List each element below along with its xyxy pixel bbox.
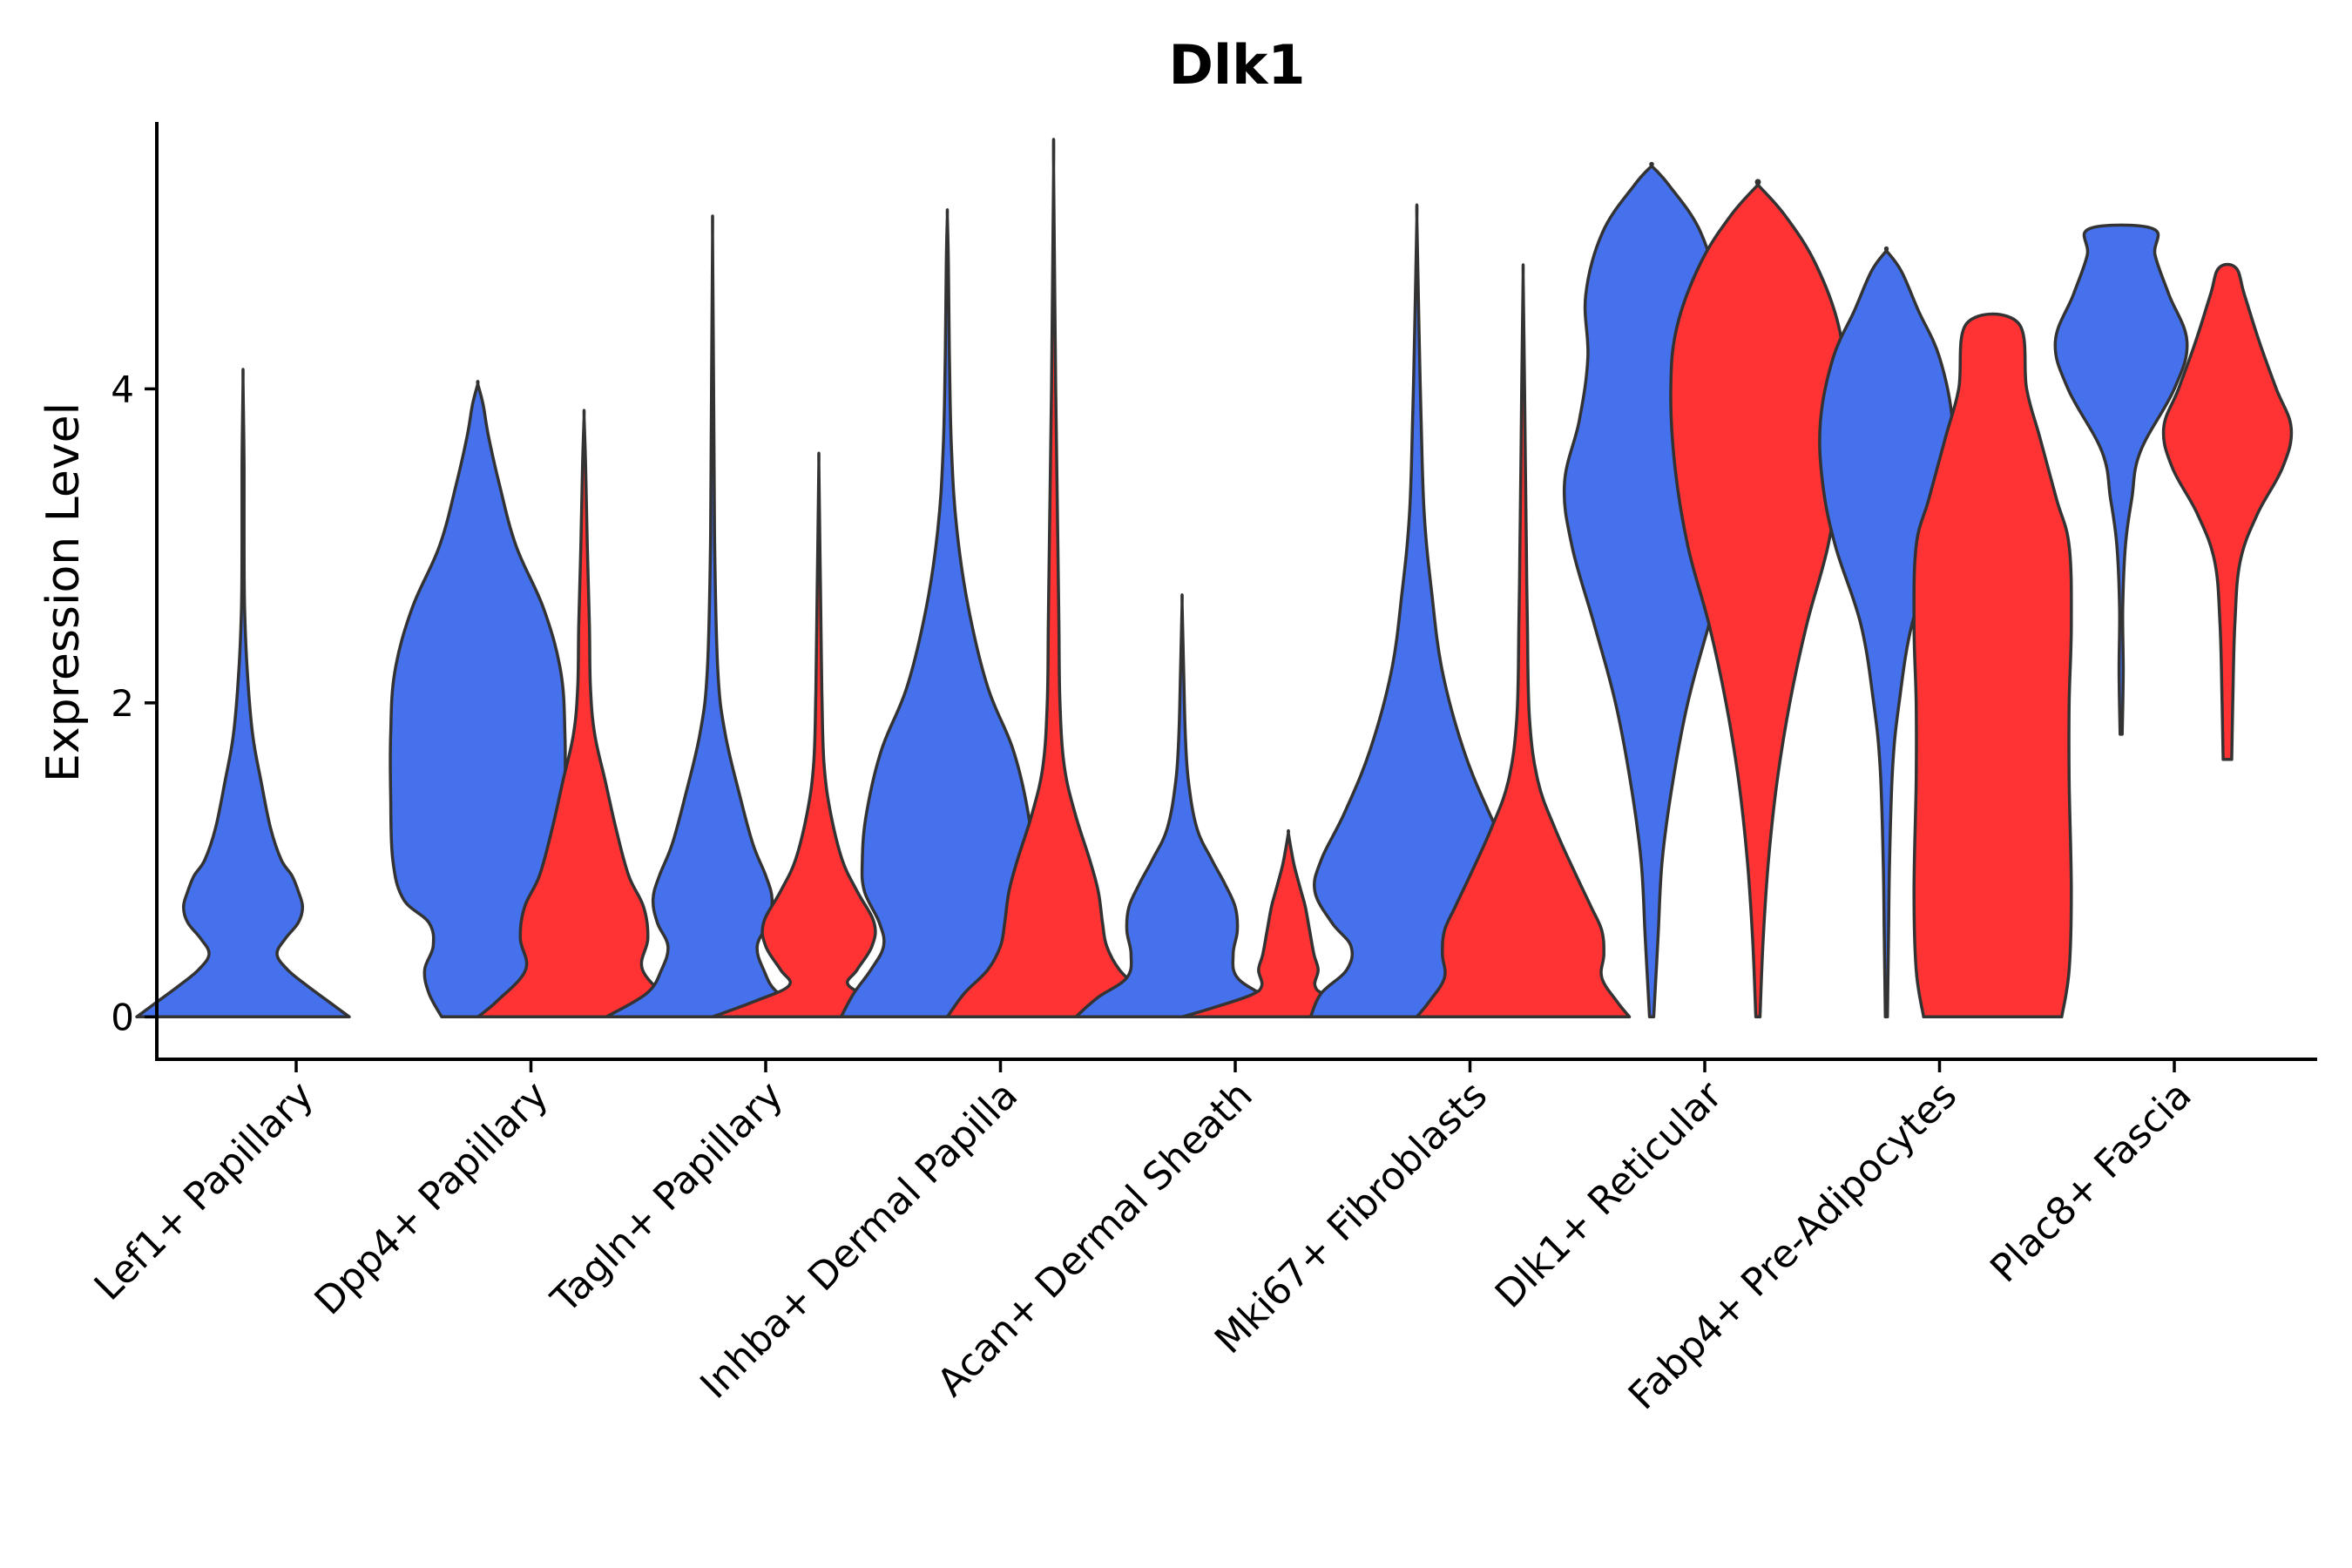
y-tick-label: 2: [111, 682, 134, 725]
violin-7-group-0: [1818, 246, 1955, 1019]
x-category-label: Plac8+ Fascia: [1982, 1073, 2200, 1292]
violin-4-group-0: [1074, 593, 1290, 1019]
violin-2-group-1: [711, 451, 927, 1019]
x-category-label: Dlk1+ Reticular: [1487, 1072, 1732, 1317]
violin-7-group-1: [1912, 312, 2073, 1019]
violin-0-group-0: [135, 368, 351, 1019]
x-category-label: Lef1+ Papillary: [86, 1073, 322, 1309]
violin-8-group-0: [2053, 223, 2189, 736]
y-tick-label: 4: [111, 368, 134, 410]
violin-1-group-1: [476, 409, 693, 1019]
violin-3-group-1: [945, 138, 1162, 1019]
violin-2-group-0: [605, 214, 821, 1019]
y-axis-label: Expression Level: [37, 402, 90, 782]
violin-8-group-1: [2161, 262, 2294, 761]
y-ticks-group: 0 2 4: [111, 368, 157, 1038]
x-category-label: Mki67+ Fibroblasts: [1206, 1073, 1496, 1362]
x-category-label: Dpp4+ Papillary: [307, 1073, 558, 1324]
x-category-label: Tagln+ Papillary: [543, 1073, 792, 1322]
y-tick-label: 0: [111, 996, 134, 1038]
violin-5-group-1: [1415, 263, 1632, 1019]
violin-6-group-1: [1669, 179, 1847, 1019]
violins-group: [135, 138, 2294, 1019]
chart-title: Dlk1: [1168, 33, 1305, 97]
violin-4-group-1: [1180, 828, 1396, 1019]
